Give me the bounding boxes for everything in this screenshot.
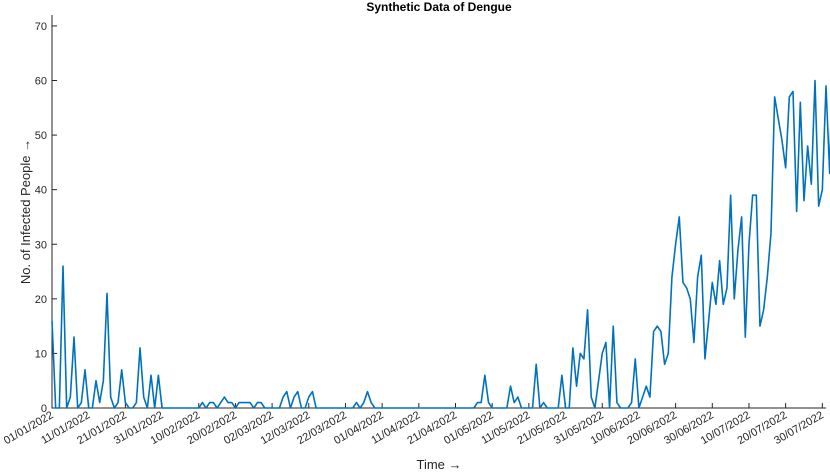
y-tick-label: 0: [41, 403, 47, 415]
chart-title: Synthetic Data of Dengue: [366, 0, 512, 14]
y-ticks: 0 10 20 30 40 50 60 70: [35, 21, 57, 415]
y-tick-label: 30: [35, 239, 47, 251]
axes: [51, 15, 826, 409]
y-tick-label: 40: [35, 185, 47, 197]
y-tick-label: 20: [35, 294, 47, 306]
x-ticks: 01/01/202211/01/202221/01/202231/01/2022…: [2, 403, 826, 447]
y-axis-label: No. of Infected People →: [18, 139, 33, 284]
y-tick-label: 70: [35, 21, 47, 33]
y-tick-label: 50: [35, 130, 47, 142]
x-axis-label: Time →: [416, 457, 461, 472]
y-tick-label: 10: [35, 348, 47, 360]
axis-lines: [51, 15, 826, 409]
y-tick-label: 60: [35, 76, 47, 88]
series-line: [51, 79, 830, 409]
